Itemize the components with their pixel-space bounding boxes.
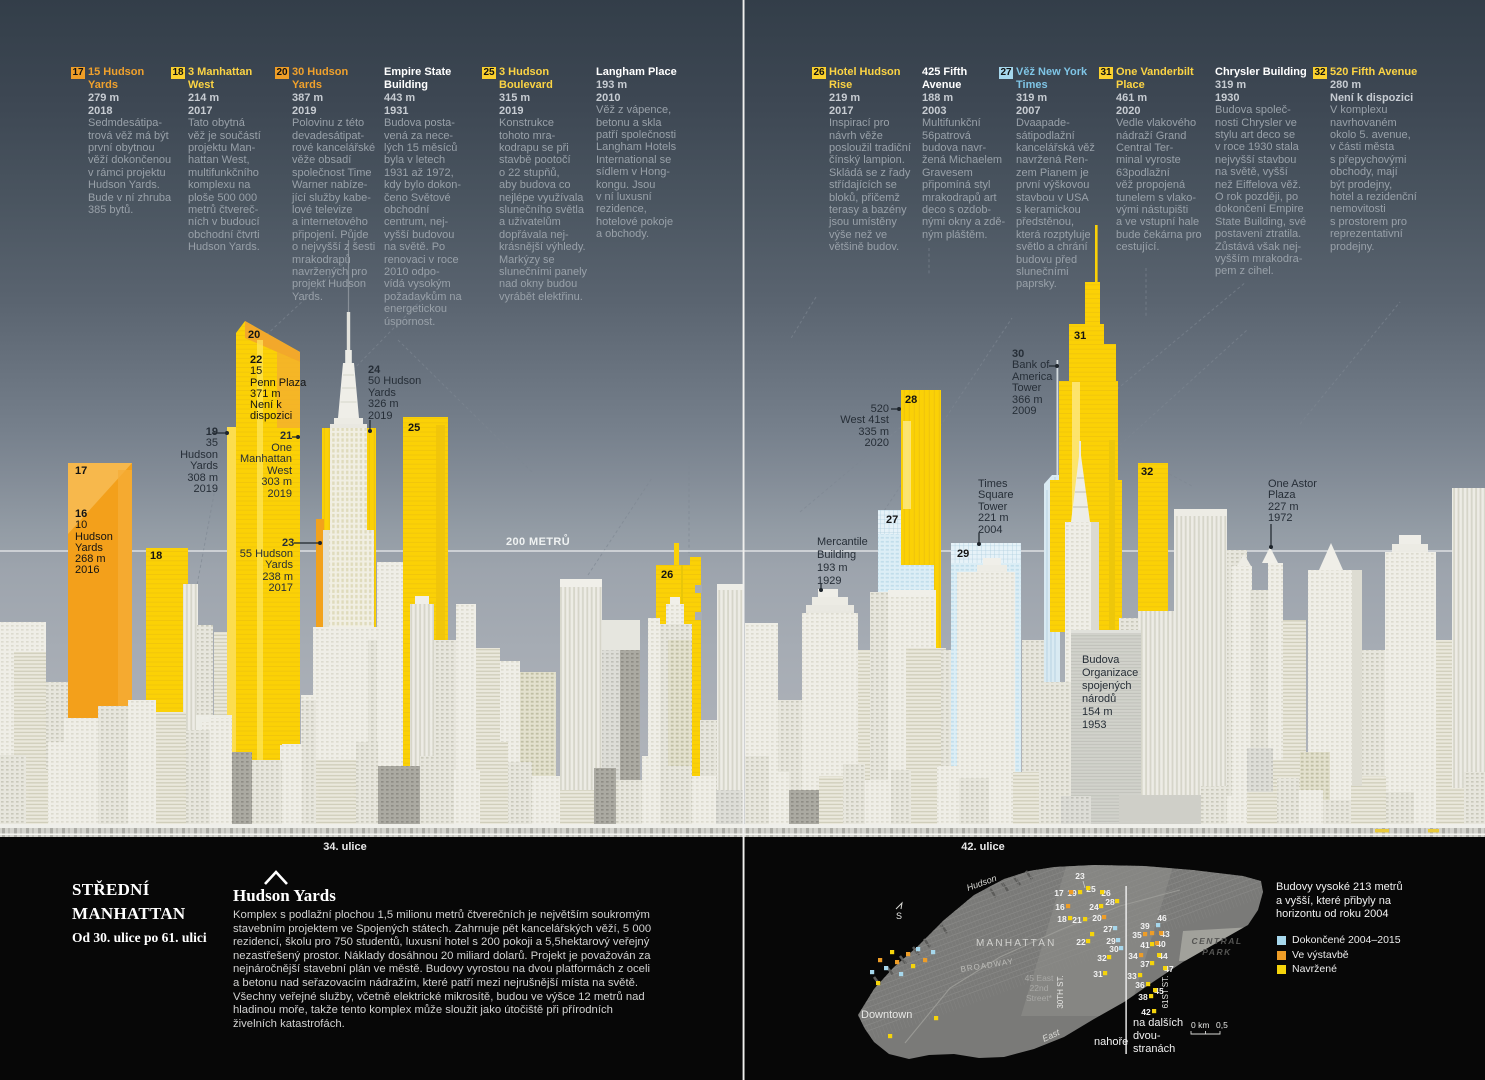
svg-text:36: 36 (1135, 980, 1145, 990)
svg-text:29: 29 (1106, 936, 1116, 946)
svg-text:28: 28 (1105, 897, 1115, 907)
svg-text:37: 37 (1140, 959, 1150, 969)
svg-text:Street*: Street* (1026, 993, 1053, 1003)
svg-text:18: 18 (1057, 914, 1067, 924)
svg-text:0,5: 0,5 (1216, 1020, 1228, 1030)
svg-text:23: 23 (1075, 871, 1085, 881)
svg-text:22nd: 22nd (1030, 983, 1049, 993)
svg-text:40: 40 (1156, 939, 1166, 949)
svg-text:42: 42 (1141, 1007, 1151, 1017)
svg-text:24: 24 (1089, 902, 1099, 912)
svg-text:44: 44 (1158, 951, 1168, 961)
svg-text:Downtown: Downtown (861, 1009, 912, 1021)
svg-text:47: 47 (1164, 964, 1174, 974)
svg-text:17: 17 (1054, 888, 1064, 898)
svg-text:S: S (896, 911, 902, 921)
svg-text:21: 21 (1072, 915, 1082, 925)
svg-text:30TH ST.: 30TH ST. (1056, 975, 1065, 1008)
svg-text:43: 43 (1160, 929, 1170, 939)
svg-text:46: 46 (1157, 913, 1167, 923)
svg-text:25: 25 (1086, 884, 1096, 894)
svg-text:20: 20 (1092, 913, 1102, 923)
svg-text:41: 41 (1140, 940, 1150, 950)
svg-text:30: 30 (1109, 944, 1119, 954)
svg-text:34: 34 (1128, 951, 1138, 961)
svg-text:0 km: 0 km (1191, 1020, 1209, 1030)
svg-text:16: 16 (1055, 902, 1065, 912)
svg-text:39: 39 (1140, 921, 1150, 931)
svg-text:45 East: 45 East (1025, 973, 1054, 983)
svg-text:32: 32 (1097, 953, 1107, 963)
svg-text:MANHATTAN: MANHATTAN (976, 938, 1057, 949)
svg-text:45: 45 (1154, 986, 1164, 996)
svg-text:35: 35 (1132, 930, 1142, 940)
svg-text:PARK: PARK (1202, 947, 1231, 957)
svg-text:CENTRAL: CENTRAL (1191, 936, 1242, 946)
svg-text:26: 26 (1101, 888, 1111, 898)
svg-text:27: 27 (1103, 924, 1113, 934)
svg-text:22: 22 (1076, 937, 1086, 947)
svg-text:61ST ST.: 61ST ST. (1161, 976, 1170, 1009)
svg-text:31: 31 (1093, 969, 1103, 979)
svg-text:33: 33 (1127, 971, 1137, 981)
svg-text:38: 38 (1138, 992, 1148, 1002)
